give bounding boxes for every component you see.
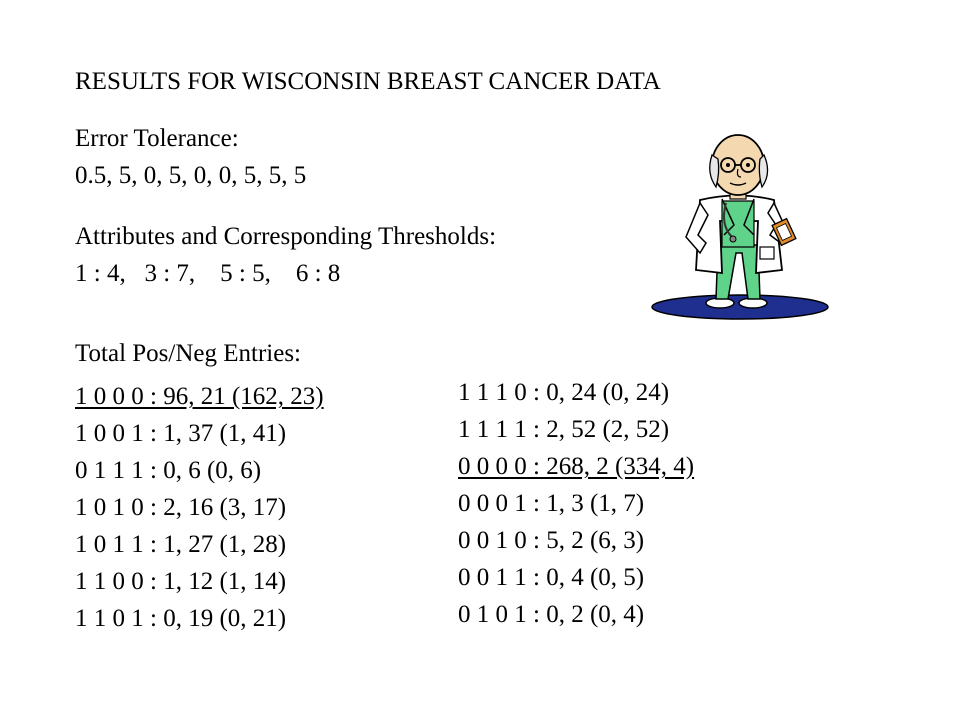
entry-row: 1 0 0 1 : 1, 37 (1, 41) <box>75 420 287 447</box>
entry-row: 0 0 0 1 : 1, 3 (1, 7) <box>458 490 645 517</box>
totals-label: Total Pos/Neg Entries: <box>75 340 302 367</box>
slide-title: RESULTS FOR WISCONSIN BREAST CANCER DATA <box>75 68 661 95</box>
entry-row: 1 0 0 0 : 96, 21 (162, 23) <box>75 383 324 410</box>
error-tolerance-values: 0.5, 5, 0, 5, 0, 0, 5, 5, 5 <box>75 162 307 189</box>
error-tolerance-label: Error Tolerance: <box>75 125 239 152</box>
entry-row: 0 0 1 0 : 5, 2 (6, 3) <box>458 527 645 554</box>
entry-row: 1 0 1 0 : 2, 16 (3, 17) <box>75 494 287 521</box>
entry-row: 0 1 0 1 : 0, 2 (0, 4) <box>458 601 645 628</box>
entry-row: 0 0 0 0 : 268, 2 (334, 4) <box>458 453 695 480</box>
entry-row: 1 0 1 1 : 1, 27 (1, 28) <box>75 531 287 558</box>
entry-row: 0 0 1 1 : 0, 4 (0, 5) <box>458 564 645 591</box>
doctor-clipart-icon <box>651 134 829 320</box>
attributes-values: 1 : 4, 3 : 7, 5 : 5, 6 : 8 <box>75 260 341 287</box>
entries-right-column: 1 1 1 0 : 0, 24 (0, 24) 1 1 1 1 : 2, 52 … <box>458 378 694 637</box>
entry-row: 1 1 0 1 : 0, 19 (0, 21) <box>75 605 287 632</box>
entry-row: 1 1 1 0 : 0, 24 (0, 24) <box>458 379 670 406</box>
attributes-label: Attributes and Corresponding Thresholds: <box>75 223 497 250</box>
entries-left-column: 1 0 0 0 : 96, 21 (162, 23) 1 0 0 1 : 1, … <box>75 382 324 641</box>
entry-row: 0 1 1 1 : 0, 6 (0, 6) <box>75 457 262 484</box>
entry-row: 1 1 0 0 : 1, 12 (1, 14) <box>75 568 287 595</box>
entry-row: 1 1 1 1 : 2, 52 (2, 52) <box>458 416 670 443</box>
